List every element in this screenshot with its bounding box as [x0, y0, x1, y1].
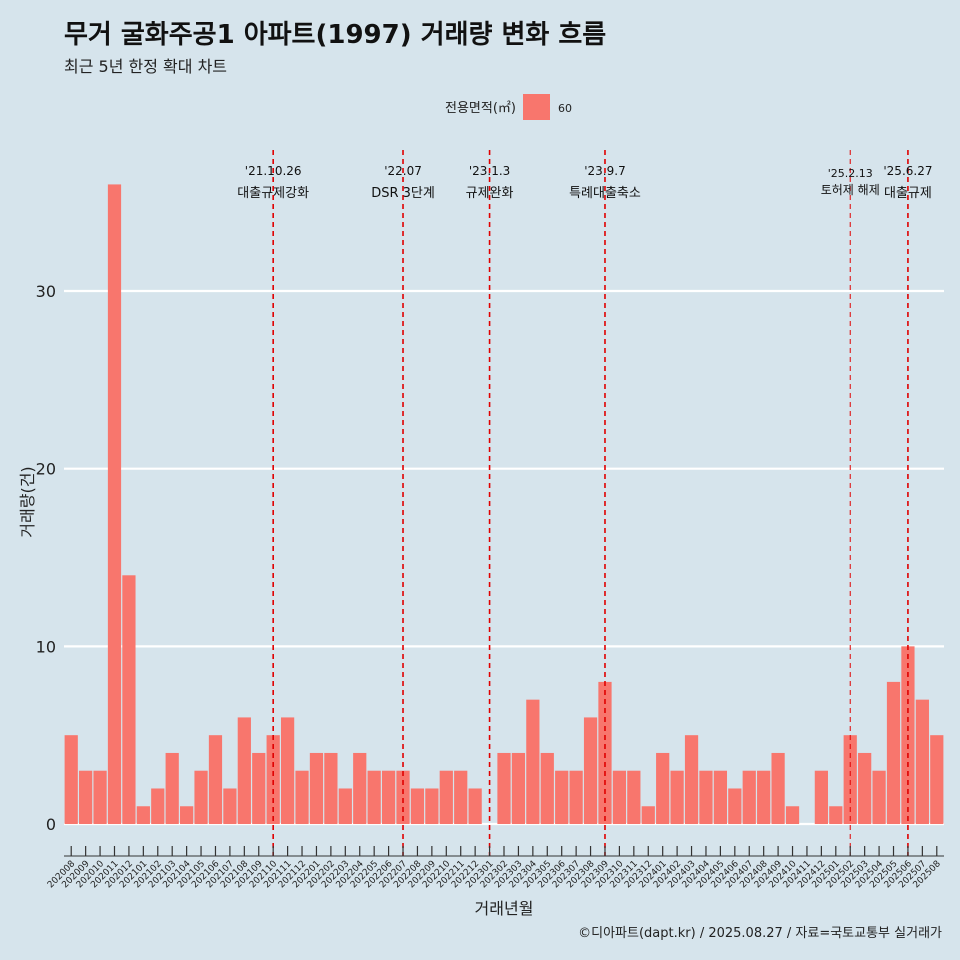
bar-202206: [381, 770, 396, 825]
bar-202304: [526, 699, 540, 825]
event-label: DSR 3단계: [371, 186, 435, 201]
bar-202302: [497, 752, 511, 825]
bar-202409: [771, 752, 785, 825]
bar-202212: [468, 788, 482, 825]
event-label: 대출규제강화: [237, 186, 309, 201]
legend: 전용면적(㎡) 60: [445, 94, 572, 120]
y-axis-label: 거래량(건): [18, 466, 37, 537]
x-axis-label: 거래년월: [475, 899, 534, 918]
bar-202103: [165, 752, 179, 825]
bar-202505: [886, 681, 901, 825]
legend-swatch: [523, 94, 550, 120]
y-tick-label: 0: [46, 815, 56, 834]
event-date: '23.9.7: [584, 164, 625, 178]
bar-202410: [785, 806, 800, 825]
bar-202308: [583, 717, 598, 825]
bar-202404: [699, 770, 713, 825]
bar-202210: [439, 770, 453, 825]
bar-202207: [396, 770, 410, 825]
bar-202101: [136, 806, 150, 825]
event-label: 토허제 해제: [821, 183, 880, 197]
grid-lines: [64, 289, 944, 826]
bar-202403: [684, 735, 699, 825]
event-date: '23.1.3: [469, 164, 510, 178]
bar-202112: [295, 770, 309, 825]
bar-202504: [872, 770, 886, 825]
bar-202205: [367, 770, 381, 825]
bar-202106: [208, 735, 223, 825]
bar-202201: [309, 752, 324, 825]
event-date: '25.2.13: [828, 167, 873, 180]
bar-202309: [598, 681, 612, 825]
bar-202009: [79, 770, 93, 825]
bar-202110: [266, 735, 280, 825]
y-tick-label: 10: [36, 637, 56, 656]
bar-202102: [151, 788, 165, 825]
bar-202202: [324, 752, 338, 825]
bar-202011: [107, 184, 122, 825]
bar-202108: [237, 717, 251, 825]
event-label: 특례대출축소: [569, 186, 641, 201]
bar-202508: [930, 735, 944, 825]
y-axis-ticks: 0 10 20 30: [36, 282, 56, 834]
event-date: '22.07: [384, 164, 422, 178]
bar-202312: [641, 806, 655, 825]
bar-202105: [194, 770, 208, 825]
bar-202402: [670, 770, 684, 825]
bar-202211: [454, 770, 468, 825]
bar-202203: [338, 788, 352, 825]
bar-202405: [713, 770, 728, 825]
bar-202407: [742, 770, 756, 825]
bar-202104: [180, 806, 194, 825]
bar-202303: [511, 752, 526, 825]
event-label: 대출규제: [884, 186, 932, 201]
legend-title: 전용면적(㎡): [445, 101, 516, 116]
bar-202208: [410, 788, 425, 825]
chart-subtitle: 최근 5년 한정 확대 차트: [64, 57, 228, 76]
bar-202204: [353, 752, 367, 825]
bar-202109: [252, 752, 266, 825]
chart-title: 무거 굴화주공1 아파트(1997) 거래량 변화 흐름: [64, 20, 607, 50]
bar-202412: [814, 770, 828, 825]
bar-202507: [915, 699, 929, 825]
x-axis: 2020082020092020102020112020122021012021…: [46, 846, 944, 890]
bar-202406: [728, 788, 742, 825]
bar-202010: [93, 770, 107, 825]
bar-202408: [757, 770, 771, 825]
bar-202111: [280, 717, 295, 825]
bar-202401: [656, 752, 670, 825]
bar-202311: [627, 770, 641, 825]
bar-202502: [843, 735, 857, 825]
legend-label: 60: [558, 102, 572, 115]
y-tick-label: 20: [36, 460, 56, 479]
bar-202209: [425, 788, 439, 825]
event-date: '21.10.26: [245, 164, 302, 178]
credit-text: ©디아파트(dapt.kr) / 2025.08.27 / 자료=국토교통부 실…: [578, 926, 942, 941]
bar-202306: [555, 770, 569, 825]
event-annotations: '21.10.26 대출규제강화 '22.07 DSR 3단계 '23.1.3 규제완화 '…: [237, 150, 932, 856]
bars: [64, 184, 944, 825]
bar-202305: [540, 752, 554, 825]
bar-202501: [829, 806, 843, 825]
bar-202012: [122, 575, 136, 825]
bar-202008: [64, 735, 78, 825]
event-date: '25.6.27: [883, 164, 932, 178]
bar-202307: [569, 770, 583, 825]
bar-202107: [223, 788, 237, 825]
y-tick-label: 30: [36, 282, 56, 301]
event-label: 규제완화: [466, 186, 514, 201]
bar-202503: [858, 752, 872, 825]
bar-202310: [612, 770, 627, 825]
